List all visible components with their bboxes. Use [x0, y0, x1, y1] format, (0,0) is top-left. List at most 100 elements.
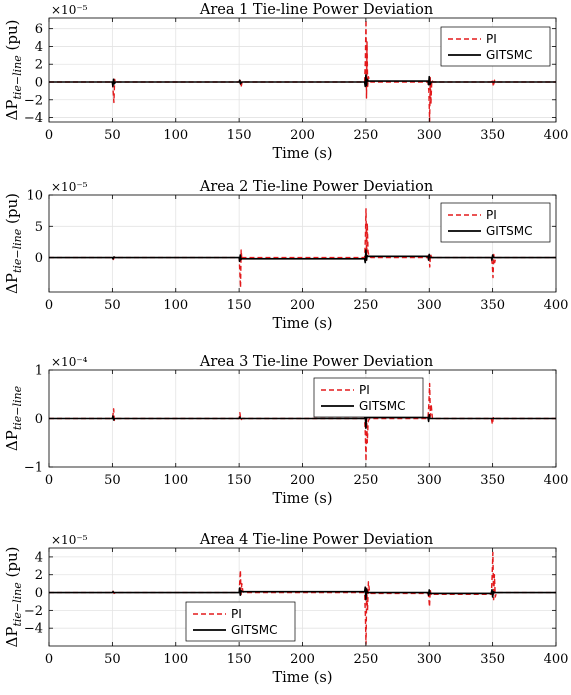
x-tick-label: 0 [45, 473, 53, 488]
y-axis-label: ΔPtie−line (pu) [3, 193, 24, 294]
x-tick-label: 350 [480, 298, 505, 313]
x-tick-label: 0 [45, 298, 53, 313]
legend: PI GITSMC [185, 601, 296, 642]
chart-panel-3: 0 50 100 150 200 250 300 350 400−101×10⁻⁴ Area 3 … [3, 354, 568, 507]
axis-multiplier: ×10⁻⁵ [51, 3, 88, 17]
y-axis-label-main: ΔP [3, 100, 21, 121]
y-tick-label: 2 [35, 568, 43, 583]
y-axis-label-sub: tie−line [11, 55, 24, 100]
x-tick-label: 350 [480, 473, 505, 488]
chart-title: Area 2 Tie-line Power Deviation [199, 179, 433, 195]
x-tick-label: 300 [417, 128, 442, 143]
x-tick-label: 400 [544, 298, 569, 313]
x-tick-label: 400 [544, 128, 569, 143]
chart-title: Area 4 Tie-line Power Deviation [199, 532, 433, 548]
y-axis-label-unit: (pu) [3, 547, 21, 583]
legend: PI GITSMC [440, 26, 551, 67]
series-line-pi [49, 19, 556, 122]
y-tick-label: 1 [35, 364, 43, 379]
x-tick-label: 300 [417, 298, 442, 313]
axis-multiplier: ×10⁻⁴ [51, 355, 88, 369]
legend-box [440, 202, 551, 243]
legend-box [313, 377, 424, 418]
y-axis-label-sub: tie−line [11, 582, 24, 627]
chart-panel-4: 0 50 100 150 200 250 300 350 400 −4 −2 0 2 4 ×10⁻⁵ Area… [3, 532, 568, 686]
legend-label-pi: PI [231, 607, 242, 621]
y-tick-label: −2 [24, 93, 43, 108]
y-tick-label: 0 [35, 251, 43, 266]
x-tick-label: 300 [417, 652, 442, 667]
x-tick-label: 250 [353, 128, 378, 143]
x-tick-label: 150 [227, 128, 252, 143]
x-tick-label: 50 [104, 128, 121, 143]
y-axis-label-sub: tie−line [11, 228, 24, 273]
x-axis-label: Time (s) [272, 670, 332, 686]
y-axis-label-unit: (pu) [3, 20, 21, 56]
y-axis-label: ΔPtie−line (pu) [3, 20, 24, 121]
y-tick-label: 4 [35, 550, 43, 565]
y-tick-label: 4 [35, 40, 43, 55]
y-axis-label-main: ΔP [3, 273, 21, 294]
chart-title: Area 1 Tie-line Power Deviation [199, 2, 433, 18]
x-tick-label: 50 [104, 473, 121, 488]
y-tick-label: 6 [35, 22, 43, 37]
x-tick-label: 300 [417, 473, 442, 488]
x-tick-label: 150 [227, 473, 252, 488]
y-axis-label: ΔPtie−line [3, 385, 24, 451]
x-tick-label: 200 [290, 473, 315, 488]
y-tick-label: −2 [24, 604, 43, 619]
series-line-gitsmc [49, 249, 556, 264]
legend-label-pi: PI [486, 32, 497, 46]
chart-panel-2: 0 50 100 150 200 250 300 350 400 0 5 10 ×10⁻⁵ Area 2 … [3, 179, 568, 332]
y-tick-label: 2 [35, 58, 43, 73]
y-axis-label: ΔPtie−line (pu) [3, 547, 24, 648]
legend-box [185, 601, 296, 642]
x-tick-label: 250 [353, 473, 378, 488]
x-tick-label: 400 [544, 652, 569, 667]
legend-label-gitsmc: GITSMC [486, 224, 533, 238]
chart-title: Area 3 Tie-line Power Deviation [199, 354, 433, 370]
y-tick-label: 0 [35, 76, 43, 91]
x-tick-label: 250 [353, 652, 378, 667]
series-line-gitsmc [49, 586, 556, 601]
legend-label-pi: PI [486, 208, 497, 222]
y-axis-label-sub: tie−line [11, 385, 24, 430]
chart-panel-1: 0 50 100 150 200 250 300 350 400 −4 −2 0 2 4 6 ×10⁻⁵ Are… [3, 2, 568, 162]
x-tick-label: 200 [290, 128, 315, 143]
y-axis-label-unit: (pu) [3, 193, 21, 229]
y-axis-label-main: ΔP [3, 430, 21, 451]
x-tick-label: 200 [290, 298, 315, 313]
legend-label-pi: PI [359, 383, 370, 397]
x-tick-label: 100 [163, 473, 188, 488]
x-tick-label: 400 [544, 473, 569, 488]
legend-label-gitsmc: GITSMC [231, 623, 278, 637]
legend: PI GITSMC [440, 202, 551, 243]
legend-label-gitsmc: GITSMC [486, 48, 533, 62]
x-tick-label: 100 [163, 652, 188, 667]
y-tick-label: −4 [24, 111, 43, 126]
x-tick-label: 150 [227, 652, 252, 667]
x-tick-label: 50 [104, 298, 121, 313]
y-tick-label: 0 [35, 586, 43, 601]
x-tick-label: 350 [480, 128, 505, 143]
x-tick-label: 0 [45, 128, 53, 143]
y-axis-label-main: ΔP [3, 627, 21, 648]
x-axis-label: Time (s) [272, 146, 332, 162]
legend-box [440, 26, 551, 67]
x-tick-label: 100 [163, 298, 188, 313]
series-line-gitsmc [49, 74, 556, 88]
y-tick-label: −4 [24, 622, 43, 637]
x-tick-label: 100 [163, 128, 188, 143]
axis-multiplier: ×10⁻⁵ [51, 180, 88, 194]
legend: PI GITSMC [313, 377, 424, 418]
x-tick-label: 200 [290, 652, 315, 667]
y-tick-label: 10 [26, 189, 43, 204]
legend-label-gitsmc: GITSMC [359, 399, 406, 413]
x-axis-label: Time (s) [272, 316, 332, 332]
x-tick-label: 150 [227, 298, 252, 313]
y-tick-label: 0 [35, 412, 43, 427]
x-tick-label: 50 [104, 652, 121, 667]
y-tick-label: 5 [35, 220, 43, 235]
